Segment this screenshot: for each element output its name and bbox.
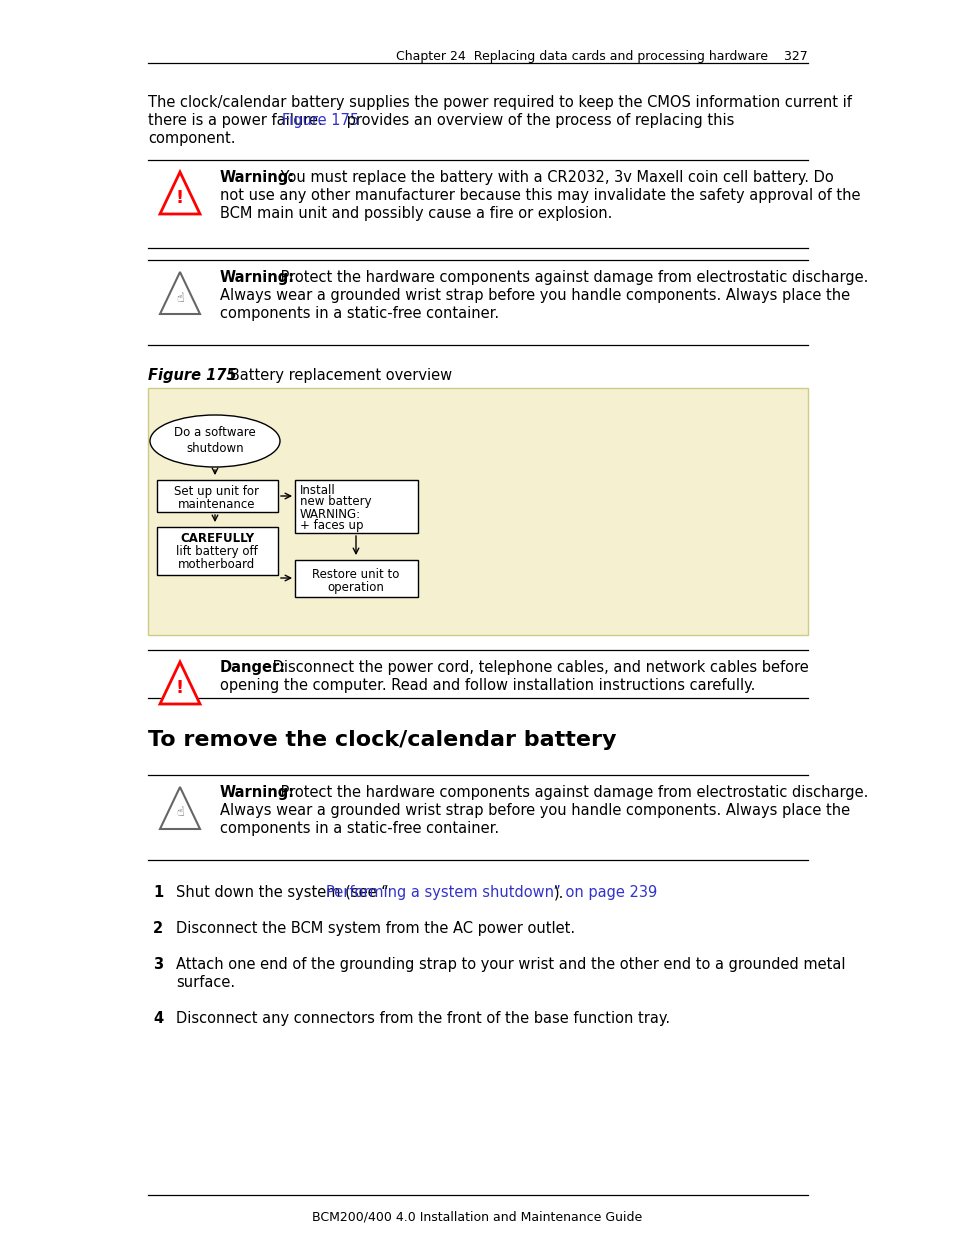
Text: Set up unit for: Set up unit for — [174, 484, 259, 498]
Text: Battery replacement overview: Battery replacement overview — [215, 368, 452, 383]
Text: WARNING:: WARNING: — [299, 508, 361, 520]
Text: Warning:: Warning: — [220, 170, 294, 185]
Text: Attach one end of the grounding strap to your wrist and the other end to a groun: Attach one end of the grounding strap to… — [175, 957, 844, 972]
Text: there is a power failure.: there is a power failure. — [148, 112, 327, 128]
Text: not use any other manufacturer because this may invalidate the safety approval o: not use any other manufacturer because t… — [220, 188, 860, 203]
Text: Disconnect the power cord, telephone cables, and network cables before: Disconnect the power cord, telephone cab… — [268, 659, 808, 676]
Text: 2: 2 — [152, 921, 163, 936]
Text: maintenance: maintenance — [178, 498, 255, 510]
Text: BCM main unit and possibly cause a fire or explosion.: BCM main unit and possibly cause a fire … — [220, 206, 612, 221]
Text: component.: component. — [148, 131, 235, 146]
Text: Figure 175: Figure 175 — [148, 368, 236, 383]
Text: Always wear a grounded wrist strap before you handle components. Always place th: Always wear a grounded wrist strap befor… — [220, 803, 849, 818]
FancyBboxPatch shape — [157, 480, 277, 513]
Text: The clock/calendar battery supplies the power required to keep the CMOS informat: The clock/calendar battery supplies the … — [148, 95, 851, 110]
Text: ☝: ☝ — [176, 291, 184, 305]
Text: You must replace the battery with a CR2032, 3v Maxell coin cell battery. Do: You must replace the battery with a CR20… — [275, 170, 833, 185]
Text: Always wear a grounded wrist strap before you handle components. Always place th: Always wear a grounded wrist strap befor… — [220, 288, 849, 303]
Polygon shape — [160, 272, 200, 314]
Text: Chapter 24  Replacing data cards and processing hardware    327: Chapter 24 Replacing data cards and proc… — [395, 49, 807, 63]
Text: new battery: new battery — [299, 495, 372, 509]
Text: Warning:: Warning: — [220, 785, 294, 800]
Ellipse shape — [150, 415, 280, 467]
Text: surface.: surface. — [175, 974, 234, 990]
FancyBboxPatch shape — [157, 527, 277, 576]
Text: Restore unit to: Restore unit to — [312, 568, 399, 580]
Text: + faces up: + faces up — [299, 520, 363, 532]
Text: ).: ). — [553, 885, 563, 900]
Text: Performing a system shutdown” on page 239: Performing a system shutdown” on page 23… — [326, 885, 657, 900]
Text: BCM200/400 4.0 Installation and Maintenance Guide: BCM200/400 4.0 Installation and Maintena… — [312, 1210, 641, 1223]
Text: 4: 4 — [152, 1011, 163, 1026]
FancyBboxPatch shape — [294, 480, 417, 534]
Text: 3: 3 — [152, 957, 163, 972]
Text: Protect the hardware components against damage from electrostatic discharge.: Protect the hardware components against … — [275, 785, 867, 800]
Text: Protect the hardware components against damage from electrostatic discharge.: Protect the hardware components against … — [275, 270, 867, 285]
Text: shutdown: shutdown — [186, 442, 244, 456]
Text: To remove the clock/calendar battery: To remove the clock/calendar battery — [148, 730, 616, 750]
Text: opening the computer. Read and follow installation instructions carefully.: opening the computer. Read and follow in… — [220, 678, 755, 693]
Text: lift battery off: lift battery off — [176, 545, 257, 557]
Text: provides an overview of the process of replacing this: provides an overview of the process of r… — [341, 112, 734, 128]
Polygon shape — [160, 662, 200, 704]
Text: Install: Install — [299, 483, 335, 496]
Text: 1: 1 — [152, 885, 163, 900]
Text: ☝: ☝ — [176, 806, 184, 820]
Text: Figure 175: Figure 175 — [282, 112, 358, 128]
Text: CAREFULLY: CAREFULLY — [180, 531, 253, 545]
Polygon shape — [160, 172, 200, 214]
Text: operation: operation — [327, 580, 384, 594]
Text: Warning:: Warning: — [220, 270, 294, 285]
Polygon shape — [160, 787, 200, 829]
Text: !: ! — [175, 189, 184, 207]
Text: motherboard: motherboard — [178, 557, 255, 571]
Text: Disconnect the BCM system from the AC power outlet.: Disconnect the BCM system from the AC po… — [175, 921, 575, 936]
Text: !: ! — [175, 679, 184, 697]
Text: Danger:: Danger: — [220, 659, 286, 676]
FancyBboxPatch shape — [294, 559, 417, 597]
Text: Disconnect any connectors from the front of the base function tray.: Disconnect any connectors from the front… — [175, 1011, 669, 1026]
Text: Shut down the system (see “: Shut down the system (see “ — [175, 885, 388, 900]
Text: components in a static-free container.: components in a static-free container. — [220, 821, 498, 836]
Text: Do a software: Do a software — [174, 426, 255, 440]
Text: components in a static-free container.: components in a static-free container. — [220, 306, 498, 321]
FancyBboxPatch shape — [148, 388, 807, 635]
